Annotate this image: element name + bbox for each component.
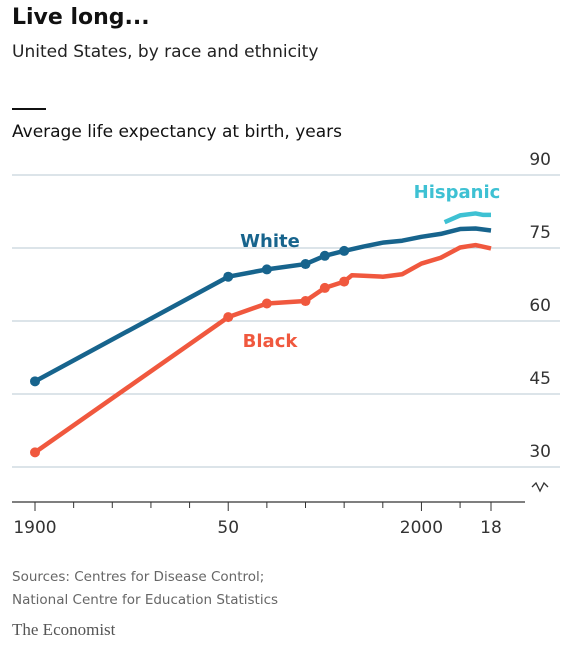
axis-title: Average life expectancy at birth, years: [12, 122, 342, 142]
series-line: [33, 226, 492, 384]
publisher: The Economist: [12, 620, 116, 639]
data-point: [261, 264, 272, 275]
y-tick-label: 90: [529, 150, 551, 170]
y-tick-label: 45: [529, 369, 551, 389]
series-line: [443, 211, 491, 225]
y-tick-label: 30: [529, 442, 551, 462]
y-tick-label: 60: [529, 296, 551, 316]
chart-subtitle: United States, by race and ethnicity: [12, 42, 318, 62]
x-tick-label: 1900: [13, 518, 56, 538]
series-line: [33, 242, 492, 455]
series-label: Black: [243, 331, 299, 352]
data-point: [30, 376, 40, 387]
source: National Centre for Education Statistics: [12, 592, 278, 608]
source: Sources: Centres for Disease Control;: [12, 569, 264, 585]
data-point: [300, 296, 311, 307]
x-tick-label: 50: [217, 518, 239, 538]
data-point: [300, 259, 311, 270]
data-point: [319, 282, 330, 293]
x-tick-label: 2000: [400, 518, 443, 538]
x-tick-label: 18: [480, 518, 502, 538]
data-point: [319, 250, 330, 261]
chart-title: Live long...: [12, 5, 150, 30]
series-label: Hispanic: [414, 182, 501, 203]
data-point: [339, 245, 350, 256]
data-point: [339, 276, 350, 287]
y-tick-label: 75: [529, 223, 551, 243]
data-point: [223, 312, 234, 323]
data-point: [223, 271, 234, 282]
data-point: [30, 447, 40, 458]
axis-break: [531, 481, 549, 493]
series-label: White: [240, 231, 300, 252]
data-point: [261, 298, 272, 309]
